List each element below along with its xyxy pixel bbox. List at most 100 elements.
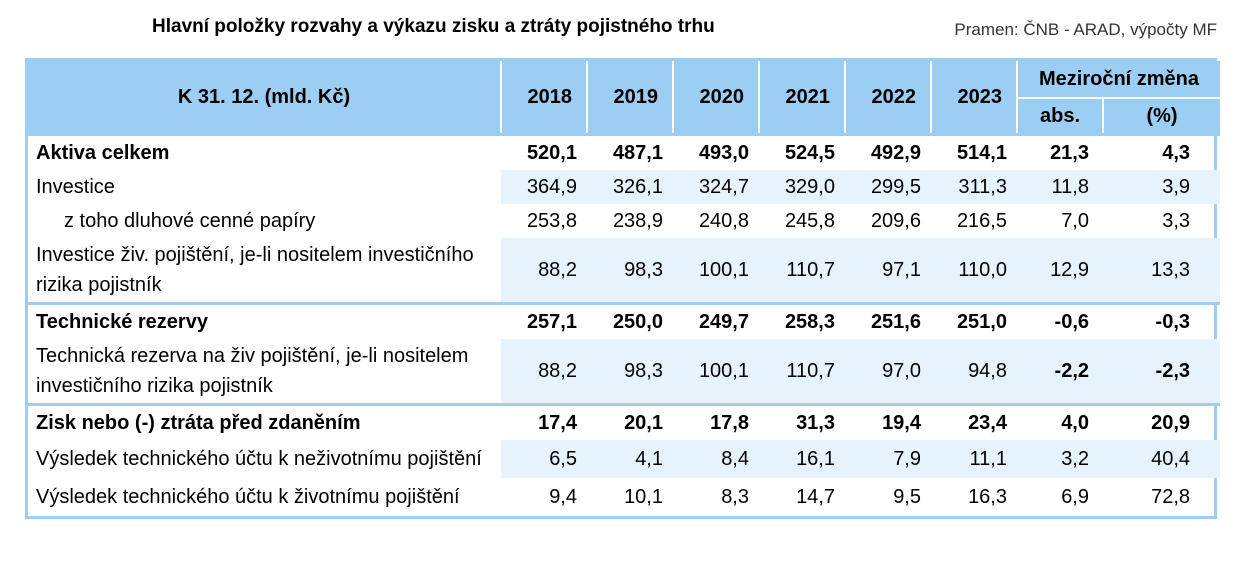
cell-change-pct: -0,3 <box>1103 302 1221 339</box>
cell-value: 98,3 <box>587 238 673 304</box>
header-year: 2021 <box>759 61 846 135</box>
cell-value: 209,6 <box>870 209 921 232</box>
cell-change-pct: 40,4 <box>1103 440 1221 478</box>
cell-value: 9,4 <box>549 485 577 508</box>
cell-change-abs: 7,0 <box>1061 209 1089 232</box>
row-label: Technické rezervy <box>28 302 501 339</box>
cell-value: 16,3 <box>968 485 1007 508</box>
cell-value: 249,7 <box>673 302 759 339</box>
cell-value: 240,8 <box>698 209 749 232</box>
row-label: Zisk nebo (-) ztráta před zdaněním <box>28 403 501 440</box>
cell-value: 23,4 <box>931 403 1017 440</box>
row-label: Investice živ. pojištění, je-li nositele… <box>28 238 501 304</box>
cell-change-pct: 4,3 <box>1103 133 1221 170</box>
header-change-group: Meziroční změna <box>1017 61 1221 99</box>
header-year: 2022 <box>845 61 932 135</box>
table-row: Investice 364,9 326,1 324,7 329,0 299,5 … <box>28 170 1221 204</box>
cell-value: 238,9 <box>612 209 663 232</box>
table-row: Výsledek technického účtu k neživotnímu … <box>28 440 1221 478</box>
cell-change-abs: -0,6 <box>1017 302 1103 339</box>
cell-change-abs: 11,8 <box>1017 170 1103 204</box>
cell-value: 20,1 <box>587 403 673 440</box>
cell-value: 514,1 <box>931 133 1017 170</box>
table-row: Aktiva celkem 520,1 487,1 493,0 524,5 49… <box>28 133 1221 170</box>
cell-value: 110,0 <box>931 238 1017 304</box>
row-label: Technická rezerva na živ pojištění, je-l… <box>28 339 501 405</box>
source-note: Pramen: ČNB - ARAD, výpočty MF <box>954 20 1217 39</box>
data-table-frame: K 31. 12. (mld. Kč) 2018 2019 2020 2021 … <box>25 58 1221 519</box>
cell-value: 8,3 <box>721 485 749 508</box>
cell-change-pct: 13,3 <box>1103 238 1221 304</box>
cell-value: 88,2 <box>501 339 587 405</box>
row-label: Investice <box>28 170 501 204</box>
cell-value: 4,1 <box>587 440 673 478</box>
cell-change-pct: -2,3 <box>1103 339 1221 405</box>
cell-value: 493,0 <box>673 133 759 170</box>
cell-value: 520,1 <box>501 133 587 170</box>
table-row: Technické rezervy 257,1 250,0 249,7 258,… <box>28 302 1221 339</box>
cell-change-abs: 21,3 <box>1017 133 1103 170</box>
cell-value: 216,5 <box>956 209 1007 232</box>
cell-value: 100,1 <box>673 339 759 405</box>
cell-change-pct: 3,3 <box>1162 209 1191 232</box>
cell-value: 257,1 <box>501 302 587 339</box>
table-row: z toho dluhové cenné papíry 253,8 238,9 … <box>28 204 1220 238</box>
cell-value: 245,8 <box>784 209 835 232</box>
cell-value: 250,0 <box>587 302 673 339</box>
cell-value: 88,2 <box>501 238 587 304</box>
table-row: Zisk nebo (-) ztráta před zdaněním 17,4 … <box>28 403 1221 440</box>
cell-value: 16,1 <box>759 440 845 478</box>
cell-value: 97,0 <box>845 339 931 405</box>
header-label: K 31. 12. (mld. Kč) <box>28 61 502 135</box>
header-year: 2020 <box>673 61 760 135</box>
cell-value: 492,9 <box>845 133 931 170</box>
header-pct: (%) <box>1103 98 1221 135</box>
cell-value: 7,9 <box>845 440 931 478</box>
cell-value: 251,0 <box>931 302 1017 339</box>
table-row: Technická rezerva na živ pojištění, je-l… <box>28 339 1221 405</box>
cell-value: 326,1 <box>587 170 673 204</box>
data-table: K 31. 12. (mld. Kč) 2018 2019 2020 2021 … <box>28 61 1221 516</box>
cell-change-pct: 72,8 <box>1151 485 1191 508</box>
cell-value: 17,4 <box>501 403 587 440</box>
row-label: Výsledek technického účtu k neživotnímu … <box>28 440 501 478</box>
cell-value: 17,8 <box>673 403 759 440</box>
table-title: Hlavní položky rozvahy a výkazu zisku a … <box>152 16 715 37</box>
cell-change-pct: 3,9 <box>1103 170 1221 204</box>
cell-value: 19,4 <box>845 403 931 440</box>
cell-value: 31,3 <box>759 403 845 440</box>
cell-value: 6,5 <box>501 440 587 478</box>
cell-value: 311,3 <box>931 170 1017 204</box>
cell-value: 11,1 <box>931 440 1017 478</box>
cell-value: 94,8 <box>931 339 1017 405</box>
cell-change-abs: 12,9 <box>1017 238 1103 304</box>
row-label: Výsledek technického účtu k životnímu po… <box>36 486 460 508</box>
cell-value: 524,5 <box>759 133 845 170</box>
cell-value: 329,0 <box>759 170 845 204</box>
row-label: Aktiva celkem <box>28 133 501 170</box>
cell-value: 299,5 <box>845 170 931 204</box>
cell-value: 258,3 <box>759 302 845 339</box>
cell-change-abs: 6,9 <box>1061 485 1089 508</box>
cell-change-abs: 3,2 <box>1017 440 1103 478</box>
header-year: 2018 <box>501 61 588 135</box>
cell-change-abs: -2,2 <box>1017 339 1103 405</box>
header-abs: abs. <box>1017 98 1104 135</box>
cell-value: 14,7 <box>796 485 835 508</box>
table-row: Výsledek technického účtu k životnímu po… <box>28 478 1220 516</box>
cell-value: 324,7 <box>673 170 759 204</box>
cell-value: 9,5 <box>893 485 921 508</box>
cell-value: 100,1 <box>673 238 759 304</box>
cell-value: 8,4 <box>673 440 759 478</box>
row-label: z toho dluhové cenné papíry <box>64 209 316 232</box>
cell-value: 10,1 <box>624 485 663 508</box>
cell-value: 487,1 <box>587 133 673 170</box>
cell-value: 97,1 <box>845 238 931 304</box>
cell-value: 98,3 <box>587 339 673 405</box>
header-year: 2019 <box>587 61 674 135</box>
table-row: Investice živ. pojištění, je-li nositele… <box>28 238 1221 304</box>
cell-value: 251,6 <box>845 302 931 339</box>
cell-value: 364,9 <box>501 170 587 204</box>
header-year: 2023 <box>931 61 1018 135</box>
cell-value: 110,7 <box>759 339 845 405</box>
